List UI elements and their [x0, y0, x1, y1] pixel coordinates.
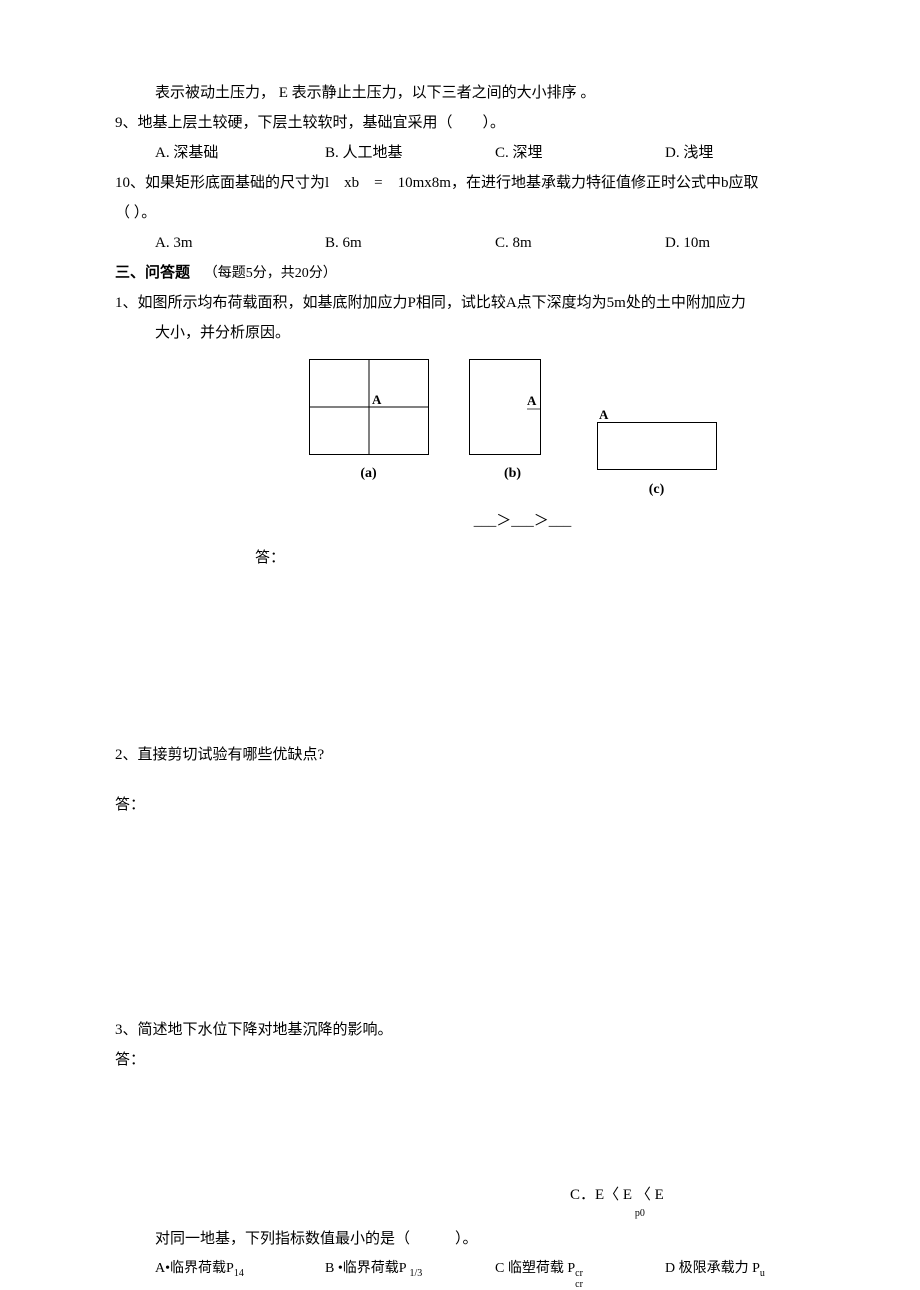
fig-a-label: (a): [360, 461, 376, 486]
tail-opt-c: C 临塑荷载 Pcr cr: [495, 1256, 665, 1289]
svg-text:A: A: [599, 407, 609, 422]
tail-options: A•临界荷载P14 B •临界荷载P 1/3 C 临塑荷载 Pcr cr D 极限…: [115, 1256, 810, 1289]
fig-a-col: A (a): [309, 359, 429, 502]
q10-opt-c: C. 8m: [495, 230, 665, 257]
s3q2-answer-label: 答：: [115, 792, 810, 819]
svg-text:A: A: [527, 393, 537, 408]
blank-space-1: [115, 572, 810, 742]
s3q1-l2: 大小，并分析原因。: [115, 320, 810, 347]
fig-c-label: (c): [649, 477, 665, 502]
fig-b-diagram: A: [469, 359, 557, 455]
fig-b-label: (b): [504, 461, 521, 486]
tail-opt-c-text: C 临塑荷载 P: [495, 1261, 575, 1276]
q9-stem: 9、地基上层土较硬，下层土较软时，基础宜采用（ ）。: [115, 110, 810, 137]
tail-optC-text: C．E〈 E 〈 E: [570, 1187, 664, 1203]
s3q1-l1: 1、如图所示均布荷载面积，如基底附加应力P相同，试比较A点下深度均为5m处的土中…: [115, 290, 810, 317]
tail-stem: 对同一地基，下列指标数值最小的是（ ）。: [115, 1226, 810, 1253]
tail-opt-c-sub2: cr: [575, 1281, 583, 1289]
q10-opt-d: D. 10m: [665, 230, 835, 257]
q10-options: A. 3m B. 6m C. 8m D. 10m: [115, 230, 810, 257]
q10-opt-b: B. 6m: [325, 230, 495, 257]
tail-opt-d: D 极限承载力 Pu: [665, 1256, 835, 1289]
tail-opt-d-sub: u: [760, 1268, 765, 1279]
s3q1-answer-label: 答：: [115, 545, 810, 572]
svg-text:A: A: [372, 392, 382, 407]
q10-stem-l2: （ ）。: [115, 200, 810, 227]
tail-opt-d-text: D 极限承载力 P: [665, 1261, 760, 1276]
order-blank-line: ___＞___＞___: [115, 508, 810, 535]
blank-space-3: [115, 1077, 810, 1182]
fig-c-diagram: A: [597, 407, 717, 471]
tail-optC-row: C．E〈 E 〈 E p0: [115, 1182, 810, 1226]
s3q2-stem: 2、直接剪切试验有哪些优缺点?: [115, 742, 810, 769]
q10-opt-a: A. 3m: [155, 230, 325, 257]
blank-space-2: [115, 822, 810, 1017]
q9-options: A. 深基础 B. 人工地基 C. 深埋 D. 浅埋: [115, 140, 810, 167]
tail-optC: C．E〈 E 〈 E p0: [570, 1182, 664, 1223]
q10-stem-l1: 10、如果矩形底面基础的尺寸为l xb = 10mx8m，在进行地基承载力特征值…: [115, 170, 810, 197]
tail-optC-sub: p0: [570, 1205, 664, 1223]
section3-heading: 三、问答题 （每题5分，共20分）: [115, 260, 810, 287]
s3q3-answer-label: 答：: [115, 1047, 810, 1074]
q9-opt-c: C. 深埋: [495, 140, 665, 167]
figures-row: A (a) A (b) A (c): [115, 359, 810, 502]
s3q3-stem: 3、简述地下水位下降对地基沉降的影响。: [115, 1017, 810, 1044]
tail-opt-b-text: B •临界荷载P: [325, 1261, 410, 1276]
q9-opt-a: A. 深基础: [155, 140, 325, 167]
section3-note: （每题5分，共20分）: [204, 266, 337, 281]
q9-opt-d: D. 浅埋: [665, 140, 835, 167]
tail-opt-b: B •临界荷载P 1/3: [325, 1256, 495, 1289]
tail-opt-a-sub: 14: [234, 1268, 244, 1279]
section3-title: 三、问答题: [115, 265, 190, 281]
fig-c-col: A (c): [597, 359, 717, 502]
tail-opt-a: A•临界荷载P14: [155, 1256, 325, 1289]
fig-b-col: A (b): [469, 359, 557, 502]
tail-opt-c-sub: cr: [575, 1268, 583, 1279]
preamble-fragment: 表示被动土压力， E 表示静止土压力，以下三者之间的大小排序 。: [115, 80, 810, 107]
tail-opt-a-text: A•临界荷载P: [155, 1261, 234, 1276]
tail-opt-b-sub: 1/3: [410, 1268, 423, 1279]
q9-opt-b: B. 人工地基: [325, 140, 495, 167]
fig-a-diagram: A: [309, 359, 429, 455]
